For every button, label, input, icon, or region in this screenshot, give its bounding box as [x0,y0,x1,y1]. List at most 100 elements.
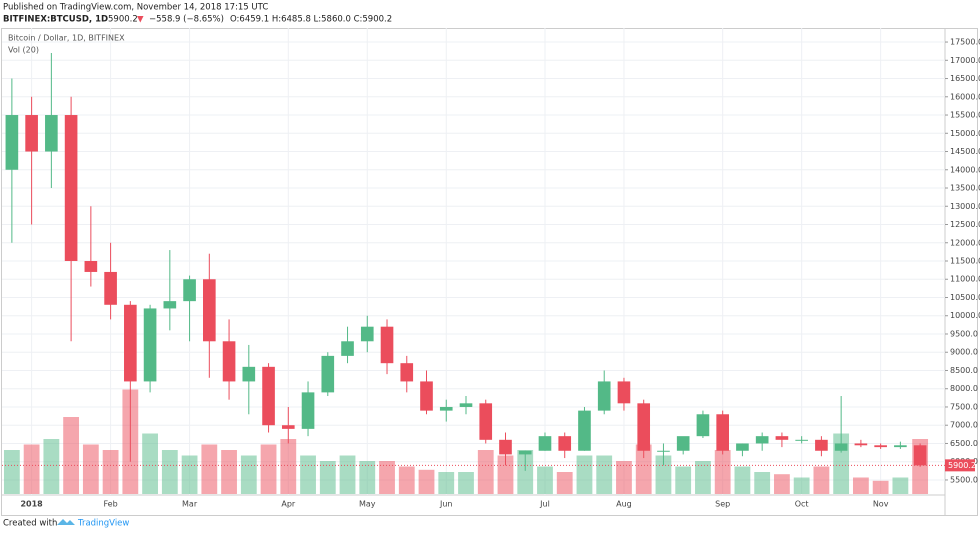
volume-bar [418,469,435,494]
candle-body [894,445,907,448]
volume-bar [852,477,869,494]
volume-bar [576,455,593,494]
y-tick-label: 8500.0 [950,366,978,375]
volume-bar [695,461,711,494]
candle-body [203,279,216,342]
volume-bar [872,480,889,494]
volume-bar [23,444,40,494]
volume-bar [319,461,336,494]
candle-body [163,301,177,309]
candle-body [815,439,828,451]
x-tick-label: Oct [795,500,809,509]
y-tick-label: 12000.0 [950,238,980,247]
candle-body [222,341,236,382]
candle-body [380,326,394,364]
candle-body [281,425,295,429]
y-tick-label: 12500.0 [950,220,980,229]
volume-bar [82,444,99,494]
volume-bar [813,466,830,494]
volume-bar [359,461,376,494]
candle-body [84,261,98,272]
volume-bar [339,455,356,494]
candle-body [597,381,611,411]
candle-body [262,366,275,426]
candle-body [617,381,631,404]
y-tick-label: 17000.0 [950,56,980,65]
volume-bar [3,450,20,494]
x-tick-label: Jul [539,500,550,509]
candle-body [795,439,808,441]
y-tick-label: 17500.0 [950,38,980,47]
volume-bar [260,444,277,494]
footer-created: Created with [3,519,57,529]
x-tick-label: Aug [616,500,632,509]
candle-body [420,381,433,411]
candle-body [854,443,868,446]
volume-bar [221,450,237,494]
candle-body [104,271,117,305]
candle-body [657,450,670,452]
y-tick-label: 15500.0 [950,111,980,120]
candle-body [400,363,414,382]
candle-body [499,439,512,455]
volume-bar [379,461,395,494]
y-tick-label: 5500.0 [950,475,978,484]
legend-volume: Vol (20) [8,46,39,55]
candle-body [637,403,651,451]
volume-bar [201,444,218,494]
volume-bar [63,417,80,494]
volume-bar [635,444,652,494]
volume-bar [616,461,632,494]
candle-body [25,115,38,152]
volume-bar [438,472,455,494]
legend-title: Bitcoin / Dollar, 1D, BITFINEX [8,34,125,43]
y-tick-label: 7000.0 [950,421,978,430]
x-tick-label: Sep [715,500,730,509]
y-tick-label: 8000.0 [950,384,978,393]
published-line: Published on TradingView.com, November 1… [3,3,268,13]
candle-body [913,445,927,466]
x-tick-label: Feb [104,500,118,509]
y-tick-label: 10500.0 [950,293,980,302]
y-tick-label: 13000.0 [950,202,980,211]
y-tick-label: 10000.0 [950,311,980,320]
volume-bar [734,466,751,494]
candle-body [242,366,256,382]
down-arrow: ▼ [137,15,144,25]
candle-body [45,115,58,152]
y-tick-label: 11500.0 [950,257,980,266]
candle-body [558,436,572,451]
candle-body [341,341,354,356]
volume-bar [300,455,316,494]
x-tick-label: May [359,500,376,509]
x-tick-label: Apr [281,500,296,509]
candle-body [459,403,473,407]
y-tick-label: 13500.0 [950,184,980,193]
volume-bar [675,466,692,494]
x-tick-label: 2018 [20,500,43,509]
volume-bar [477,450,494,494]
volume-bar [754,472,771,494]
volume-bar [774,474,790,494]
candle-body [439,406,453,411]
y-tick-label: 14000.0 [950,165,980,174]
volume-bar [142,433,158,494]
tradingview-logo [57,519,75,525]
candle-body [321,355,335,393]
chart-frame [1,28,978,516]
volume-bar [714,450,731,494]
volume-bar [181,455,198,494]
y-tick-label: 9000.0 [950,348,978,357]
volume-bar [398,466,415,494]
volume-bar [43,439,60,494]
footer-brand[interactable]: TradingView [77,519,129,529]
candle-body [143,308,157,382]
symbol: BITFINEX:BTCUSD, 1D [3,15,108,25]
volume-bar [161,450,178,494]
volume-bar [458,472,474,494]
candle-body [834,443,848,451]
candle-body [676,436,690,451]
y-tick-label: 14500.0 [950,147,980,156]
volume-bar [596,455,613,494]
